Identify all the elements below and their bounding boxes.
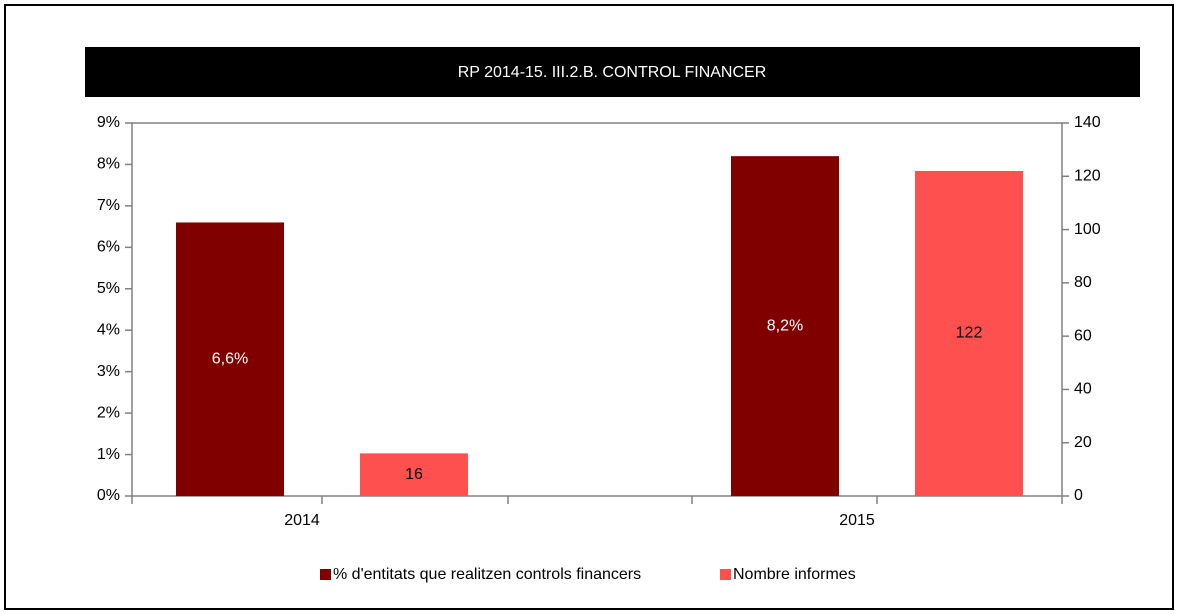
data-label: 8,2%	[767, 317, 803, 334]
legend-swatch	[720, 569, 731, 580]
legend-swatch	[320, 569, 331, 580]
y2-tick-label: 120	[1074, 168, 1101, 185]
y-tick-label: 6%	[97, 239, 120, 256]
bar	[176, 222, 284, 496]
legend-label: % d'entitats que realitzen controls fina…	[333, 566, 641, 583]
plot-area	[131, 122, 1063, 497]
bar	[915, 170, 1023, 496]
bar	[360, 453, 468, 496]
y2-tick-label: 60	[1074, 327, 1092, 344]
y-tick-label: 5%	[97, 280, 120, 297]
chart-title: RP 2014-15. III.2.B. CONTROL FINANCER	[458, 64, 767, 81]
y2-tick-label: 100	[1074, 221, 1101, 238]
y2-tick-label: 40	[1074, 381, 1092, 398]
data-label: 122	[956, 325, 983, 342]
y-tick-label: 9%	[97, 114, 120, 131]
y-tick-label: 7%	[97, 197, 120, 214]
x-tick-label: 2014	[284, 512, 320, 529]
bar	[731, 156, 839, 496]
y2-tick-label: 140	[1074, 114, 1101, 131]
y-tick-label: 2%	[97, 404, 120, 421]
y-tick-label: 1%	[97, 446, 120, 463]
data-label: 6,6%	[212, 350, 248, 367]
y-tick-label: 3%	[97, 363, 120, 380]
title-bar	[85, 47, 1140, 97]
y-tick-label: 4%	[97, 321, 120, 338]
y2-tick-label: 80	[1074, 274, 1092, 291]
x-axis-minor-ticks	[131, 496, 1063, 504]
y-tick-label: 8%	[97, 156, 120, 173]
x-tick-label: 2015	[839, 512, 875, 529]
legend-label: Nombre informes	[733, 566, 856, 583]
y-tick-label: 0%	[97, 487, 120, 504]
y2-tick-label: 20	[1074, 434, 1092, 451]
data-label: 16	[405, 466, 423, 483]
y2-tick-label: 0	[1074, 487, 1083, 504]
